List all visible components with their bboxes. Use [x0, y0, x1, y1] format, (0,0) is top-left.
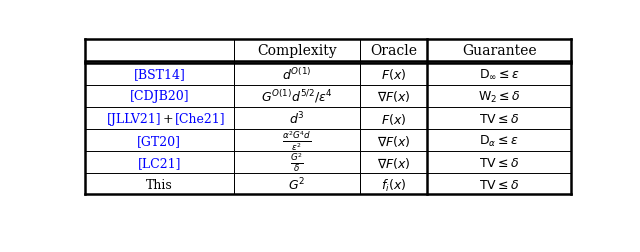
- Text: [JLLV21]: [JLLV21]: [108, 112, 162, 125]
- Text: $F(x)$: $F(x)$: [381, 67, 406, 82]
- Text: $\mathrm{D}_{\alpha} \leq \varepsilon$: $\mathrm{D}_{\alpha} \leq \varepsilon$: [479, 133, 519, 148]
- Text: Oracle: Oracle: [370, 44, 417, 58]
- Text: $\nabla F(x)$: $\nabla F(x)$: [377, 155, 410, 170]
- Text: $\frac{G^2}{\delta}$: $\frac{G^2}{\delta}$: [291, 152, 304, 174]
- Text: [LC21]: [LC21]: [138, 156, 181, 169]
- Text: $\nabla F(x)$: $\nabla F(x)$: [377, 133, 410, 148]
- Text: $F(x)$: $F(x)$: [381, 111, 406, 126]
- Text: [GT20]: [GT20]: [138, 134, 181, 147]
- Text: $d^3$: $d^3$: [289, 110, 305, 127]
- Text: $G^2$: $G^2$: [289, 176, 305, 193]
- Text: Guarantee: Guarantee: [462, 44, 536, 58]
- Text: Complexity: Complexity: [257, 44, 337, 58]
- Text: $\mathrm{D}_{\infty} \leq \varepsilon$: $\mathrm{D}_{\infty} \leq \varepsilon$: [479, 68, 520, 81]
- Text: $\mathrm{TV} \leq \delta$: $\mathrm{TV} \leq \delta$: [479, 178, 520, 191]
- Text: This: This: [146, 178, 173, 191]
- Text: $\mathrm{TV} \leq \delta$: $\mathrm{TV} \leq \delta$: [479, 112, 520, 125]
- Text: +: +: [163, 112, 173, 125]
- Text: $\mathrm{TV} \leq \delta$: $\mathrm{TV} \leq \delta$: [479, 156, 520, 169]
- Text: [Che21]: [Che21]: [175, 112, 225, 125]
- Text: $d^{O(1)}$: $d^{O(1)}$: [282, 67, 312, 82]
- Text: $G^{O(1)}d^{5/2}/\varepsilon^4$: $G^{O(1)}d^{5/2}/\varepsilon^4$: [261, 88, 333, 105]
- Text: $f_i(x)$: $f_i(x)$: [381, 177, 406, 193]
- Text: $\frac{\alpha^2 G^4 d}{\varepsilon^2}$: $\frac{\alpha^2 G^4 d}{\varepsilon^2}$: [282, 129, 312, 152]
- Text: [CDJB20]: [CDJB20]: [129, 90, 189, 103]
- Text: [BST14]: [BST14]: [133, 68, 186, 81]
- Text: $\nabla F(x)$: $\nabla F(x)$: [377, 89, 410, 104]
- Text: $\mathrm{W}_2 \leq \delta$: $\mathrm{W}_2 \leq \delta$: [477, 89, 520, 104]
